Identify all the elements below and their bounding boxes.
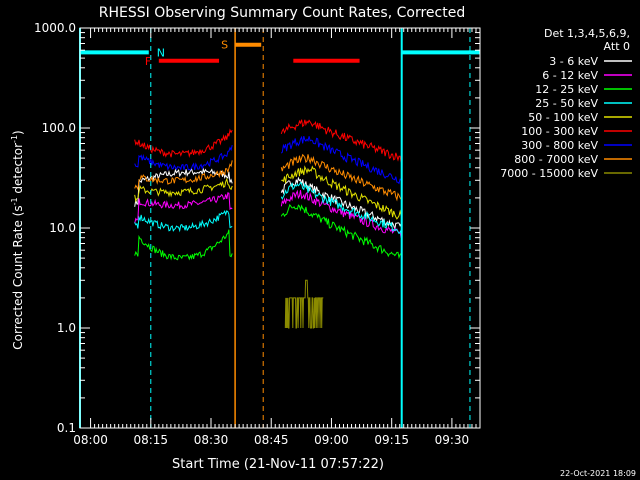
night-marker: N [157, 46, 165, 59]
series-12-25-line-2 [280, 203, 402, 260]
legend-header-2: Att 0 [604, 40, 630, 53]
y-label-part-2: detector [11, 143, 25, 198]
y-label-part-1: Corrected Count Rate (s [11, 205, 25, 349]
series-800-7000-line-2 [280, 153, 402, 202]
x-tick-label-7: 09:30 [435, 433, 470, 447]
legend-label-12-25: 12 - 25 keV [535, 83, 598, 96]
plot-frame [79, 27, 481, 429]
x-tick-label-3: 08:30 [194, 433, 229, 447]
legend-label-800-7000: 800 - 7000 keV [514, 153, 598, 166]
y-axis-label: Corrected Count Rate (s-1 detector-1) [10, 130, 25, 349]
legend-label-6-12: 6 - 12 keV [542, 69, 598, 82]
series-300-800-line-2 [280, 135, 402, 185]
legend-header-1: Det 1,3,4,5,6,9, [544, 27, 630, 40]
flare-marker: F [145, 55, 151, 68]
x-tick-label-2: 08:15 [133, 433, 168, 447]
y-tick-label-1: 0.1 [57, 421, 76, 435]
y-label-sup-1: -1 [10, 197, 19, 205]
legend-label-300-800: 300 - 800 keV [521, 139, 598, 152]
series-300-800-line-1 [134, 144, 233, 171]
series-50-100-line-2 [281, 165, 402, 220]
legend-label-7000-15000: 7000 - 15000 keV [500, 167, 598, 180]
x-axis-label: Start Time (21-Nov-11 07:57:22) [172, 457, 384, 472]
series-3-6-line-1 [134, 167, 233, 207]
series-6-12-line-2 [280, 189, 402, 238]
legend-label-3-6: 3 - 6 keV [549, 55, 598, 68]
series-7000-15000-line-1 [284, 279, 324, 329]
series-100-300-line-1 [134, 128, 233, 159]
series-800-7000-line-1 [134, 160, 233, 191]
footer-date: 22-Oct-2021 18:09 [560, 469, 636, 478]
y-tick-label-4: 100.0 [42, 121, 76, 135]
legend-label-50-100: 50 - 100 keV [528, 111, 598, 124]
series-6-12-line-1 [134, 192, 233, 224]
chart-title: RHESSI Observing Summary Count Rates, Co… [99, 5, 465, 21]
x-tick-label-4: 08:45 [254, 433, 289, 447]
saa-marker: S [221, 39, 228, 52]
y-tick-label-2: 1.0 [57, 321, 76, 335]
x-tick-label-1: 08:00 [73, 433, 108, 447]
y-tick-label-5: 1000.0 [34, 21, 76, 35]
x-tick-label-5: 09:00 [314, 433, 349, 447]
x-tick-label-6: 09:15 [374, 433, 409, 447]
annotation-layer: NF S [79, 28, 480, 428]
y-label-sup-2: -1 [10, 135, 19, 143]
series-25-50-line-2 [280, 181, 402, 235]
data-layer [134, 119, 402, 329]
series-100-300-line-2 [280, 119, 402, 163]
series-12-25-line-1 [134, 229, 233, 261]
y-label-part-3: ) [11, 130, 25, 135]
legend-label-100-300: 100 - 300 keV [521, 125, 598, 138]
series-25-50-line-1 [134, 209, 233, 233]
y-tick-label-3: 10.0 [49, 221, 76, 235]
legend-label-25-50: 25 - 50 keV [535, 97, 598, 110]
